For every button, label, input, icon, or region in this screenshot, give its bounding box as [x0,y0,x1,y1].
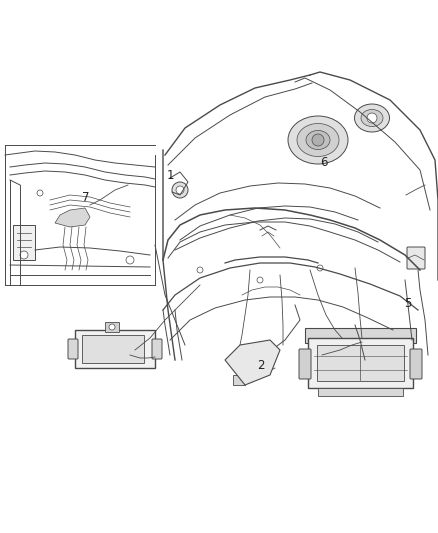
FancyBboxPatch shape [308,338,413,388]
Text: 6: 6 [320,156,328,169]
Text: 2: 2 [257,359,265,372]
Text: 1: 1 [167,169,175,182]
Circle shape [176,186,184,194]
FancyBboxPatch shape [305,328,416,343]
FancyBboxPatch shape [407,247,425,269]
FancyBboxPatch shape [105,322,119,332]
Circle shape [126,256,134,264]
Circle shape [257,277,263,283]
Ellipse shape [297,124,339,157]
FancyBboxPatch shape [75,330,155,368]
Ellipse shape [354,104,389,132]
FancyBboxPatch shape [152,339,162,359]
Circle shape [37,190,43,196]
FancyBboxPatch shape [318,388,403,396]
Circle shape [312,134,324,146]
Circle shape [197,267,203,273]
FancyBboxPatch shape [68,339,78,359]
Circle shape [109,324,115,330]
Polygon shape [225,340,280,385]
Circle shape [317,265,323,271]
FancyBboxPatch shape [317,345,404,381]
Circle shape [172,182,188,198]
Text: 5: 5 [404,297,411,310]
Circle shape [250,362,260,372]
Ellipse shape [361,109,383,126]
Circle shape [367,113,377,123]
Circle shape [20,251,28,259]
Ellipse shape [306,131,330,149]
Text: 7: 7 [81,191,89,204]
FancyBboxPatch shape [299,349,311,379]
Polygon shape [55,208,90,227]
FancyBboxPatch shape [82,335,144,363]
FancyBboxPatch shape [233,375,245,385]
FancyBboxPatch shape [13,225,35,260]
FancyBboxPatch shape [410,349,422,379]
Ellipse shape [288,116,348,164]
